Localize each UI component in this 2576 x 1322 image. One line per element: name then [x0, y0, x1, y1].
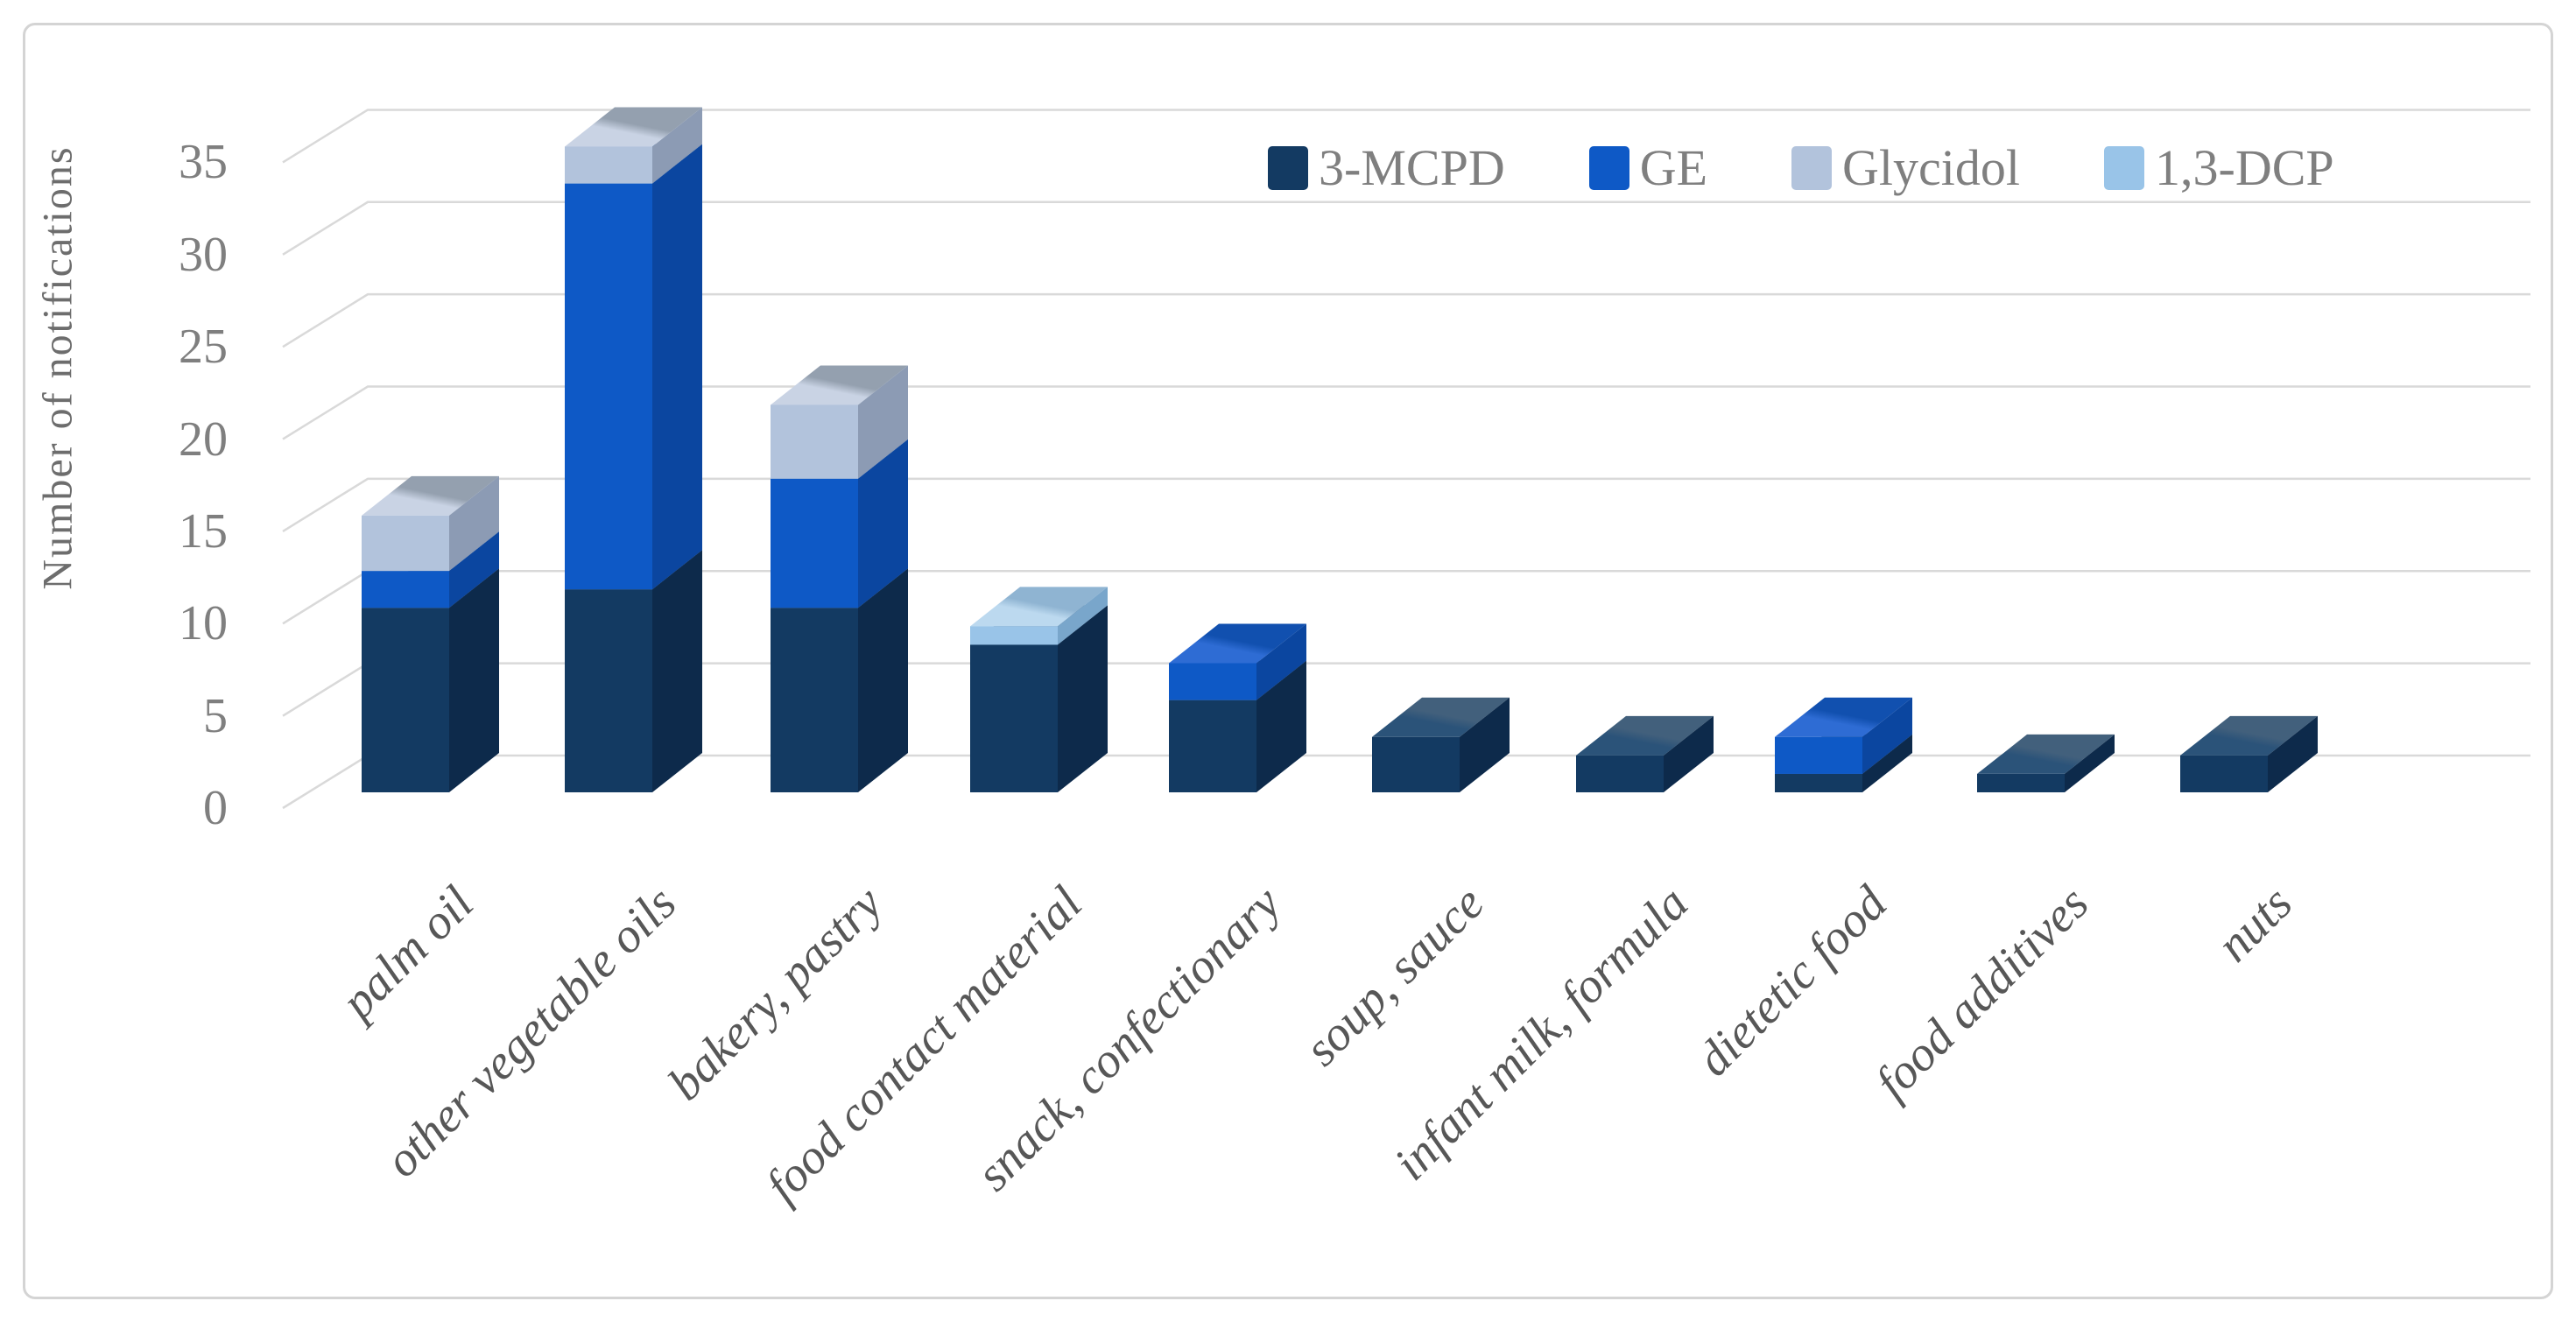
legend-label-glycidol: Glycidol [1842, 139, 2021, 196]
bar-segment-palm-oil-glycidol [362, 475, 499, 572]
legend-swatch-ge [1588, 145, 1629, 190]
bar-segment-bakery-pastry-glycidol [771, 365, 908, 479]
bar-segment-other-vegetable-oils-ge [565, 144, 702, 590]
gridline-25 [282, 292, 2530, 348]
legend-swatch-1-3-dcp [2104, 145, 2145, 190]
bar-segment-food-additives-3-mcpd [1977, 734, 2115, 792]
y-tick-label-20: 20 [179, 411, 228, 467]
bar-segment-infant-milk-formula-3-mcpd [1576, 715, 1714, 792]
y-tick-label-25: 25 [179, 320, 228, 375]
y-tick-label-0: 0 [203, 781, 228, 835]
legend-swatch-glycidol [1791, 145, 1833, 190]
y-tick-label-30: 30 [179, 227, 228, 282]
bar-segment-dietetic-food-ge [1775, 697, 1912, 774]
y-tick-label-35: 35 [179, 135, 228, 190]
y-tick-label-15: 15 [179, 503, 228, 559]
legend-item-ge: GE [1588, 138, 1708, 197]
legend-label-ge: GE [1639, 139, 1708, 196]
gridline-15 [282, 477, 2530, 532]
bar-segment-bakery-pastry-3-mcpd [771, 568, 908, 792]
legend-label-1-3-dcp: 1,3-DCP [2155, 139, 2334, 196]
legend-label-3-mcpd: 3-MCPD [1319, 139, 1505, 196]
legend: 3-MCPD GE Glycidol 1,3-DCP [1268, 138, 2334, 197]
bar-segment-soup-sauce-3-mcpd [1372, 697, 1510, 792]
legend-item-glycidol: Glycidol [1791, 138, 2020, 197]
bar-segment-food-contact-material-1-3-dcp [970, 587, 1108, 645]
gridline-20 [282, 385, 2530, 440]
y-tick-label-10: 10 [179, 596, 228, 651]
bar-segment-snack-confectionary-ge [1169, 623, 1306, 700]
y-tick-label-5: 5 [203, 688, 228, 743]
legend-item-3-mcpd: 3-MCPD [1268, 138, 1505, 197]
legend-item-1-3-dcp: 1,3-DCP [2104, 138, 2334, 197]
gridline-35 [282, 109, 2530, 164]
legend-swatch-3-mcpd [1268, 145, 1308, 190]
bar-segment-other-vegetable-oils-glycidol [565, 107, 702, 184]
bar-segment-nuts-3-mcpd [2180, 715, 2318, 792]
gridline-30 [282, 200, 2530, 256]
